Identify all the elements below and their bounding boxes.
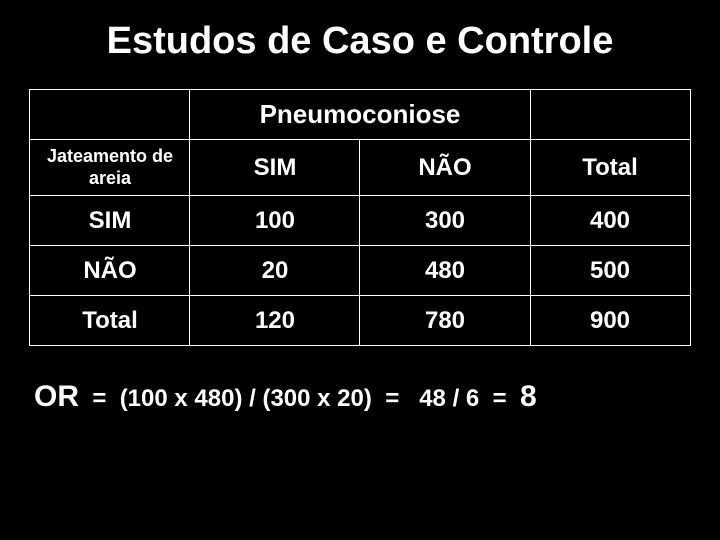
cell-value: 20 (190, 246, 360, 296)
cell-value: 900 (530, 296, 690, 346)
cell-value: 780 (360, 296, 530, 346)
table-header-row: Pneumoconiose (30, 90, 690, 140)
exposure-label: Jateamento de areia (30, 140, 190, 196)
col-total: Total (530, 140, 690, 196)
col-sim: SIM (190, 140, 360, 196)
cell-value: 400 (530, 196, 690, 246)
table-row: SIM 100 300 400 (30, 196, 690, 246)
table-subheader-row: Jateamento de areia SIM NÃO Total (30, 140, 690, 196)
table-row: NÃO 20 480 500 (30, 246, 690, 296)
cell-value: 300 (360, 196, 530, 246)
header-blank-right (530, 90, 690, 140)
slide: Estudos de Caso e Controle Pneumoconiose… (0, 0, 720, 540)
or-label: OR (34, 380, 79, 413)
contingency-table: Pneumoconiose Jateamento de areia SIM NÃ… (29, 89, 690, 346)
cell-value: 480 (360, 246, 530, 296)
slide-title: Estudos de Caso e Controle (0, 0, 720, 89)
or-result: 8 (520, 380, 537, 413)
odds-ratio-formula: OR = (100 x 480) / (300 x 20) = 48 / 6 =… (0, 380, 720, 414)
or-calculation: = (100 x 480) / (300 x 20) = 48 / 6 = (79, 385, 520, 412)
row-label: SIM (30, 196, 190, 246)
row-label: Total (30, 296, 190, 346)
row-label: NÃO (30, 246, 190, 296)
col-nao: NÃO (360, 140, 530, 196)
table-row: Total 120 780 900 (30, 296, 690, 346)
header-disease: Pneumoconiose (190, 90, 530, 140)
header-blank-left (30, 90, 190, 140)
cell-value: 500 (530, 246, 690, 296)
cell-value: 120 (190, 296, 360, 346)
cell-value: 100 (190, 196, 360, 246)
